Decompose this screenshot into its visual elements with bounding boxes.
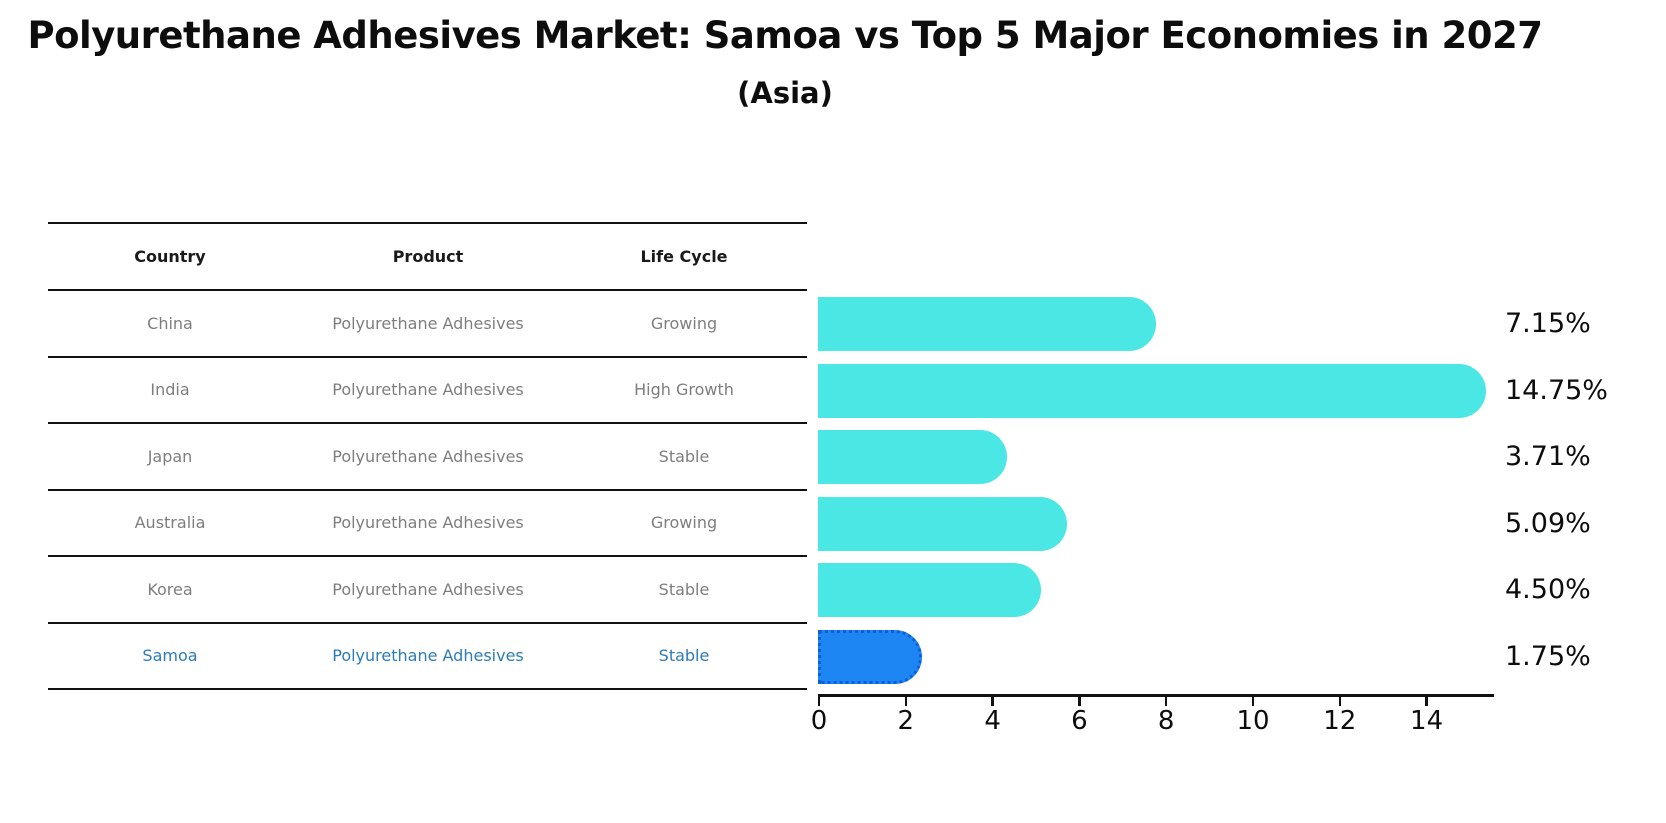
product-cell: Polyurethane Adhesives — [332, 313, 524, 333]
axis-tick — [904, 697, 908, 706]
chart-title: Polyurethane Adhesives Market: Samoa vs … — [27, 14, 1543, 57]
bar-japan — [818, 430, 1007, 485]
comparison-table: Country Product Life Cycle China Polyuret… — [48, 222, 807, 690]
product-cell: Polyurethane Adhesives — [332, 579, 524, 599]
bar-china — [818, 297, 1157, 352]
country-cell: Japan — [147, 446, 193, 466]
life-cycle-cell: Growing — [650, 313, 718, 333]
tick-label: 8 — [1157, 706, 1175, 736]
tick-label: 4 — [984, 706, 1001, 736]
value-label: 4.50% — [1505, 574, 1591, 606]
country-cell: Australia — [134, 513, 206, 533]
axis-tick — [1164, 697, 1168, 706]
life-cycle-cell: Stable — [658, 579, 710, 599]
country-cell: China — [147, 313, 193, 333]
axis-tick — [1425, 697, 1428, 706]
x-axis-line — [818, 694, 1494, 697]
tick-label: 14 — [1410, 706, 1444, 736]
value-label: 14.75% — [1505, 374, 1608, 406]
life-cycle-cell: Stable — [658, 646, 710, 666]
country-cell: Korea — [147, 579, 193, 599]
product-cell: Polyurethane Adhesives — [332, 646, 524, 666]
axis-tick — [1251, 697, 1255, 706]
bar-australia — [818, 496, 1067, 551]
country-cell: India — [150, 380, 190, 400]
bar-india — [818, 363, 1487, 418]
value-label: 3.71% — [1505, 441, 1591, 473]
bar-samoa — [818, 629, 922, 684]
product-cell: Polyurethane Adhesives — [332, 446, 524, 466]
tick-label: 12 — [1323, 706, 1357, 736]
country-cell: Samoa — [142, 646, 198, 666]
tick-label: 2 — [897, 706, 915, 736]
table-row: Australia Polyurethane Adhesives Growing — [48, 491, 807, 557]
table-body: China Polyurethane Adhesives Growing India P… — [48, 291, 807, 690]
table-row: China Polyurethane Adhesives Growing — [48, 291, 807, 358]
life-cycle-cell: Stable — [658, 446, 710, 466]
value-label: 7.15% — [1505, 308, 1591, 340]
header-life-cycle: Life Cycle — [640, 247, 728, 266]
axis-tick — [817, 697, 821, 706]
table-row: Samoa Polyurethane Adhesives Stable — [48, 624, 807, 690]
bar-korea — [818, 563, 1042, 618]
value-label: 1.75% — [1505, 640, 1591, 672]
axis-tick — [1078, 697, 1081, 706]
header-country: Country — [134, 247, 206, 266]
life-cycle-cell: Growing — [650, 513, 718, 533]
product-cell: Polyurethane Adhesives — [332, 513, 524, 533]
product-cell: Polyurethane Adhesives — [332, 380, 524, 400]
table-row: Japan Polyurethane Adhesives Stable — [48, 424, 807, 491]
table-header-row: Country Product Life Cycle — [48, 224, 807, 291]
axis-tick — [1338, 697, 1342, 706]
value-label: 5.09% — [1505, 507, 1591, 539]
tick-label: 0 — [810, 706, 828, 736]
chart-subtitle: (Asia) — [737, 76, 833, 110]
life-cycle-cell: High Growth — [634, 380, 734, 400]
header-product: Product — [392, 247, 464, 266]
tick-label: 6 — [1071, 706, 1088, 736]
table-row: India Polyurethane Adhesives High Growth — [48, 358, 807, 424]
table-row: Korea Polyurethane Adhesives Stable — [48, 557, 807, 624]
tick-label: 10 — [1236, 706, 1270, 736]
axis-tick — [991, 697, 994, 706]
